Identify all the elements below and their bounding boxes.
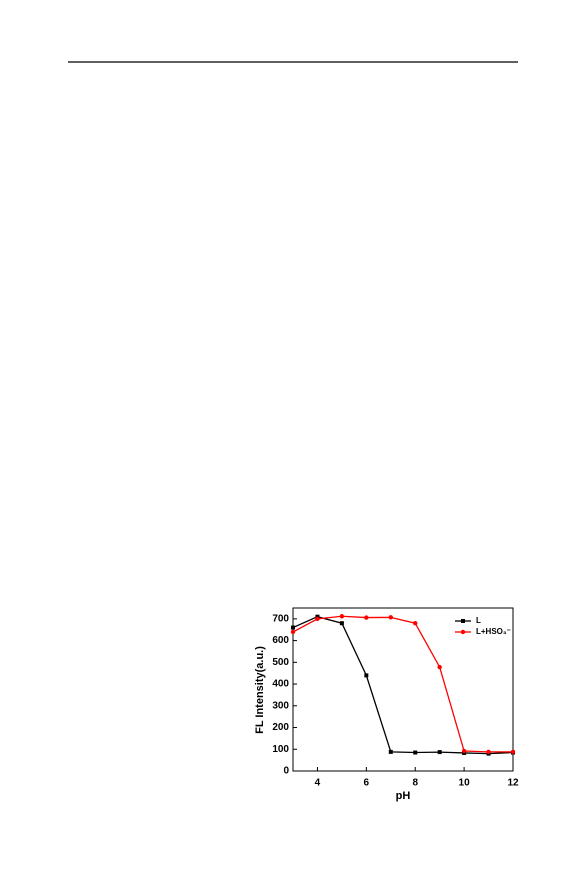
y-tick-label: 700 bbox=[272, 614, 289, 625]
point bbox=[291, 625, 295, 630]
legend-label: L+HSO₃⁻ bbox=[476, 627, 511, 636]
y-tick-label: 600 bbox=[272, 635, 289, 646]
series-line bbox=[292, 615, 513, 753]
point bbox=[315, 616, 320, 622]
point bbox=[486, 749, 491, 755]
point bbox=[388, 749, 393, 754]
y-tick-label: 0 bbox=[283, 766, 289, 777]
x-tick-label: 4 bbox=[315, 778, 321, 789]
y-tick-label: 200 bbox=[272, 722, 289, 733]
y-tick-label: 400 bbox=[272, 679, 289, 690]
point bbox=[339, 621, 344, 626]
point bbox=[339, 614, 345, 619]
y-tick-label: 300 bbox=[272, 700, 289, 711]
point bbox=[364, 615, 369, 620]
point bbox=[437, 750, 442, 755]
point bbox=[413, 750, 418, 755]
legend-label: L bbox=[476, 616, 481, 625]
point bbox=[364, 673, 369, 678]
x-axis-label: pH bbox=[396, 790, 411, 802]
point bbox=[437, 664, 442, 670]
x-tick-label: 8 bbox=[412, 778, 418, 789]
x-tick-label: 10 bbox=[459, 778, 471, 789]
point bbox=[388, 615, 393, 620]
point bbox=[460, 629, 466, 635]
point bbox=[510, 749, 516, 755]
series-line bbox=[292, 616, 514, 755]
point bbox=[461, 748, 467, 754]
point bbox=[290, 629, 296, 635]
x-tick-label: 6 bbox=[364, 778, 370, 789]
y-tick-label: 500 bbox=[272, 657, 289, 668]
point bbox=[461, 619, 465, 623]
y-axis-label: FL Intensity(a.u.) bbox=[254, 646, 266, 734]
point bbox=[413, 621, 418, 626]
x-tick-label: 12 bbox=[507, 778, 519, 789]
y-tick-label: 100 bbox=[272, 744, 289, 755]
plot-frame bbox=[292, 607, 514, 772]
